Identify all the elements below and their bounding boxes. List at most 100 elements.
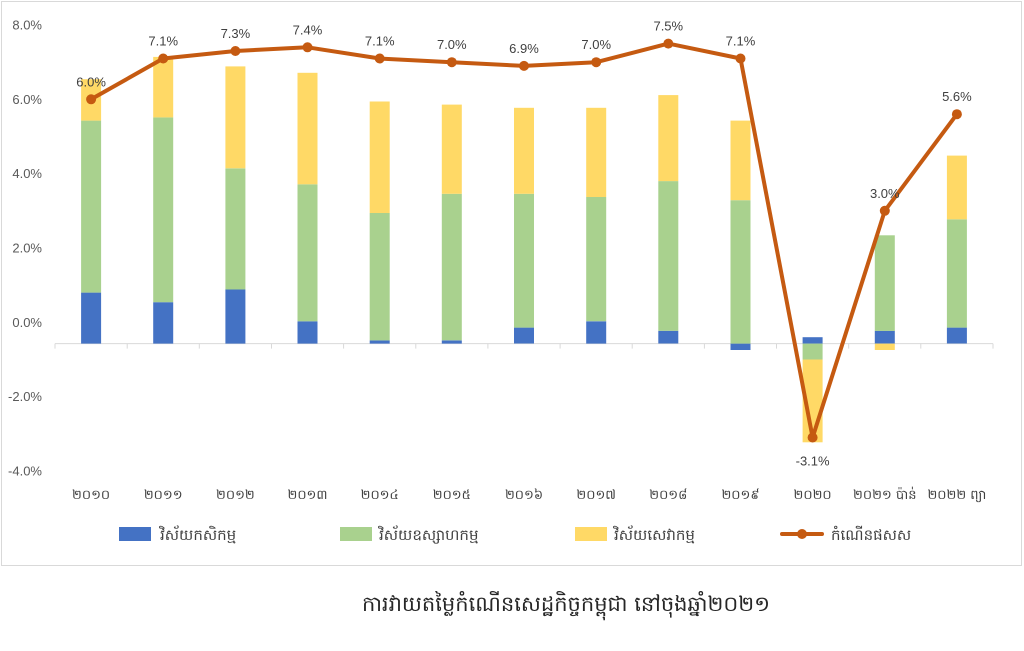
gdp-growth-point <box>951 109 962 120</box>
axes: 8.0% 6.0% 4.0% 2.0% 0.0% -2.0% -4.0% ២០១០ ២០១១ ២០… <box>8 18 994 503</box>
gdp-growth-point <box>807 432 818 443</box>
industry-bar-4 <box>369 213 390 341</box>
industry-bar-9 <box>730 200 751 344</box>
x-category-label: ២០១០ <box>72 488 110 503</box>
legend-item-industry: វិស័យឧស្សាហកម្ម <box>340 525 478 544</box>
legend-item-agriculture: វិស័យកសិកម្ម <box>119 525 236 544</box>
x-category-label: ២០១២ <box>216 488 255 503</box>
gdp-growth-data-label: -3.1% <box>796 454 830 469</box>
agriculture-bar-8 <box>658 330 679 344</box>
x-category-label: ២០១៧ <box>576 488 616 503</box>
legend-item-services: វិស័យសេវាកម្ម <box>575 525 695 544</box>
gdp-growth-point <box>735 53 746 64</box>
x-category-label: ២០២២ ព្យា <box>927 488 986 503</box>
y-tick-label: 2.0% <box>12 241 42 256</box>
industry-bar-3 <box>297 184 318 322</box>
gdp-growth-data-label: 7.0% <box>581 37 611 52</box>
agriculture-bar-9 <box>730 343 751 350</box>
services-bar-12 <box>946 155 967 220</box>
gdp-growth-point <box>591 57 602 68</box>
y-tick-label: 6.0% <box>12 92 42 107</box>
agriculture-bar-0 <box>81 292 102 344</box>
gdp-growth-point <box>230 46 241 56</box>
gdp-growth-data-label: 7.3% <box>221 26 251 41</box>
services-bar-6 <box>514 107 534 194</box>
gdp-growth-data-label: 7.5% <box>653 19 683 34</box>
x-category-label: ២០១៦ <box>505 488 543 503</box>
industry-bar-1 <box>153 117 174 303</box>
x-category-label: ២០១៣ <box>288 488 328 503</box>
gdp-growth-point <box>519 60 529 71</box>
legend-marker-gdp-growth <box>797 529 807 539</box>
agriculture-bar-2 <box>225 289 246 344</box>
industry-bar-12 <box>946 219 967 328</box>
y-tick-label: -2.0% <box>8 389 42 404</box>
legend-label-agriculture: វិស័យកសិកម្ម <box>159 525 236 544</box>
x-category-label: ២០២០ <box>794 488 832 503</box>
legend-label-services: វិស័យសេវាកម្ម <box>613 525 695 544</box>
agriculture-bar-10 <box>802 337 823 344</box>
gdp-growth-point <box>446 57 457 68</box>
y-tick-label: 0.0% <box>12 315 42 330</box>
agriculture-bar-3 <box>297 321 318 344</box>
legend-label-industry: វិស័យឧស្សាហកម្ម <box>378 525 479 544</box>
y-tick-label: 4.0% <box>12 166 42 181</box>
y-tick-label: -4.0% <box>8 464 42 479</box>
services-bar-4 <box>369 101 390 213</box>
x-category-label: ២០២១ ប៉ាន់ <box>853 486 916 503</box>
industry-bar-11 <box>874 235 895 331</box>
industry-bar-2 <box>225 168 246 290</box>
industry-bar-10 <box>802 343 823 360</box>
gdp-growth-data-label: 7.1% <box>726 34 756 49</box>
industry-bar-6 <box>514 193 534 328</box>
gdp-growth-data-label: 7.0% <box>437 37 467 52</box>
services-bar-1 <box>153 56 174 118</box>
services-bar-3 <box>297 72 318 185</box>
gdp-growth-data-label: 5.6% <box>942 89 972 104</box>
x-category-label: ២០១១ <box>144 488 183 503</box>
gdp-growth-data-label: 7.1% <box>365 34 395 49</box>
data-labels: 6.0% 7.1% 7.3% 7.4% 7.1% 7.0% 6.9% 7.0% 7.5% 7.1%… <box>76 19 972 469</box>
gdp-growth-point <box>302 42 313 53</box>
gdp-growth-data-label: 6.0% <box>76 74 106 89</box>
gdp-growth-point <box>879 205 890 216</box>
chart-title: ការវាយតម្លៃកំណើនសេដ្ឋកិច្ចកម្ពុជា នៅចុងឆ… <box>362 591 770 621</box>
gdp-growth-point <box>374 53 385 64</box>
legend-swatch-services <box>575 527 607 541</box>
agriculture-bar-7 <box>586 321 607 344</box>
legend-label-gdp-growth: កំណើនផសស <box>831 525 911 544</box>
agriculture-bar-1 <box>153 302 174 344</box>
stacked-bars <box>81 56 967 443</box>
gdp-growth-data-label: 7.4% <box>293 22 323 37</box>
legend-swatch-agriculture <box>119 527 151 541</box>
services-bar-7 <box>586 107 607 197</box>
x-category-label: ២០១៩ <box>721 488 759 503</box>
agriculture-bar-6 <box>514 327 534 344</box>
x-category-label: ២០១៤ <box>361 488 399 503</box>
services-bar-2 <box>225 66 246 169</box>
services-bar-9 <box>730 120 751 201</box>
gdp-growth-point <box>663 38 674 49</box>
legend-swatch-industry <box>340 527 372 541</box>
agriculture-bar-11 <box>874 330 895 344</box>
services-bar-5 <box>441 104 462 194</box>
services-bar-11 <box>874 343 895 350</box>
gdp-growth-series <box>86 38 962 443</box>
gdp-growth-data-label: 7.1% <box>148 34 178 49</box>
gdp-growth-data-label: 3.0% <box>870 186 900 201</box>
x-category-label: ២០១៨ <box>649 488 687 503</box>
agriculture-bar-12 <box>946 327 967 344</box>
gdp-growth-point <box>158 53 169 64</box>
x-category-label: ២០១៥ <box>433 488 471 503</box>
agriculture-bar-5 <box>441 340 462 344</box>
industry-bar-7 <box>586 197 607 322</box>
gdp-growth-point <box>86 94 97 105</box>
industry-bar-8 <box>658 181 679 331</box>
legend-item-gdp-growth: កំណើនផសស <box>780 525 911 544</box>
industry-bar-5 <box>441 193 462 341</box>
legend: វិស័យកសិកម្ម វិស័យឧស្សាហកម្ម វិស័យសេវាកម… <box>119 525 911 544</box>
industry-bar-0 <box>81 120 102 293</box>
gdp-growth-data-label: 6.9% <box>509 41 539 56</box>
y-tick-label: 8.0% <box>12 18 42 33</box>
